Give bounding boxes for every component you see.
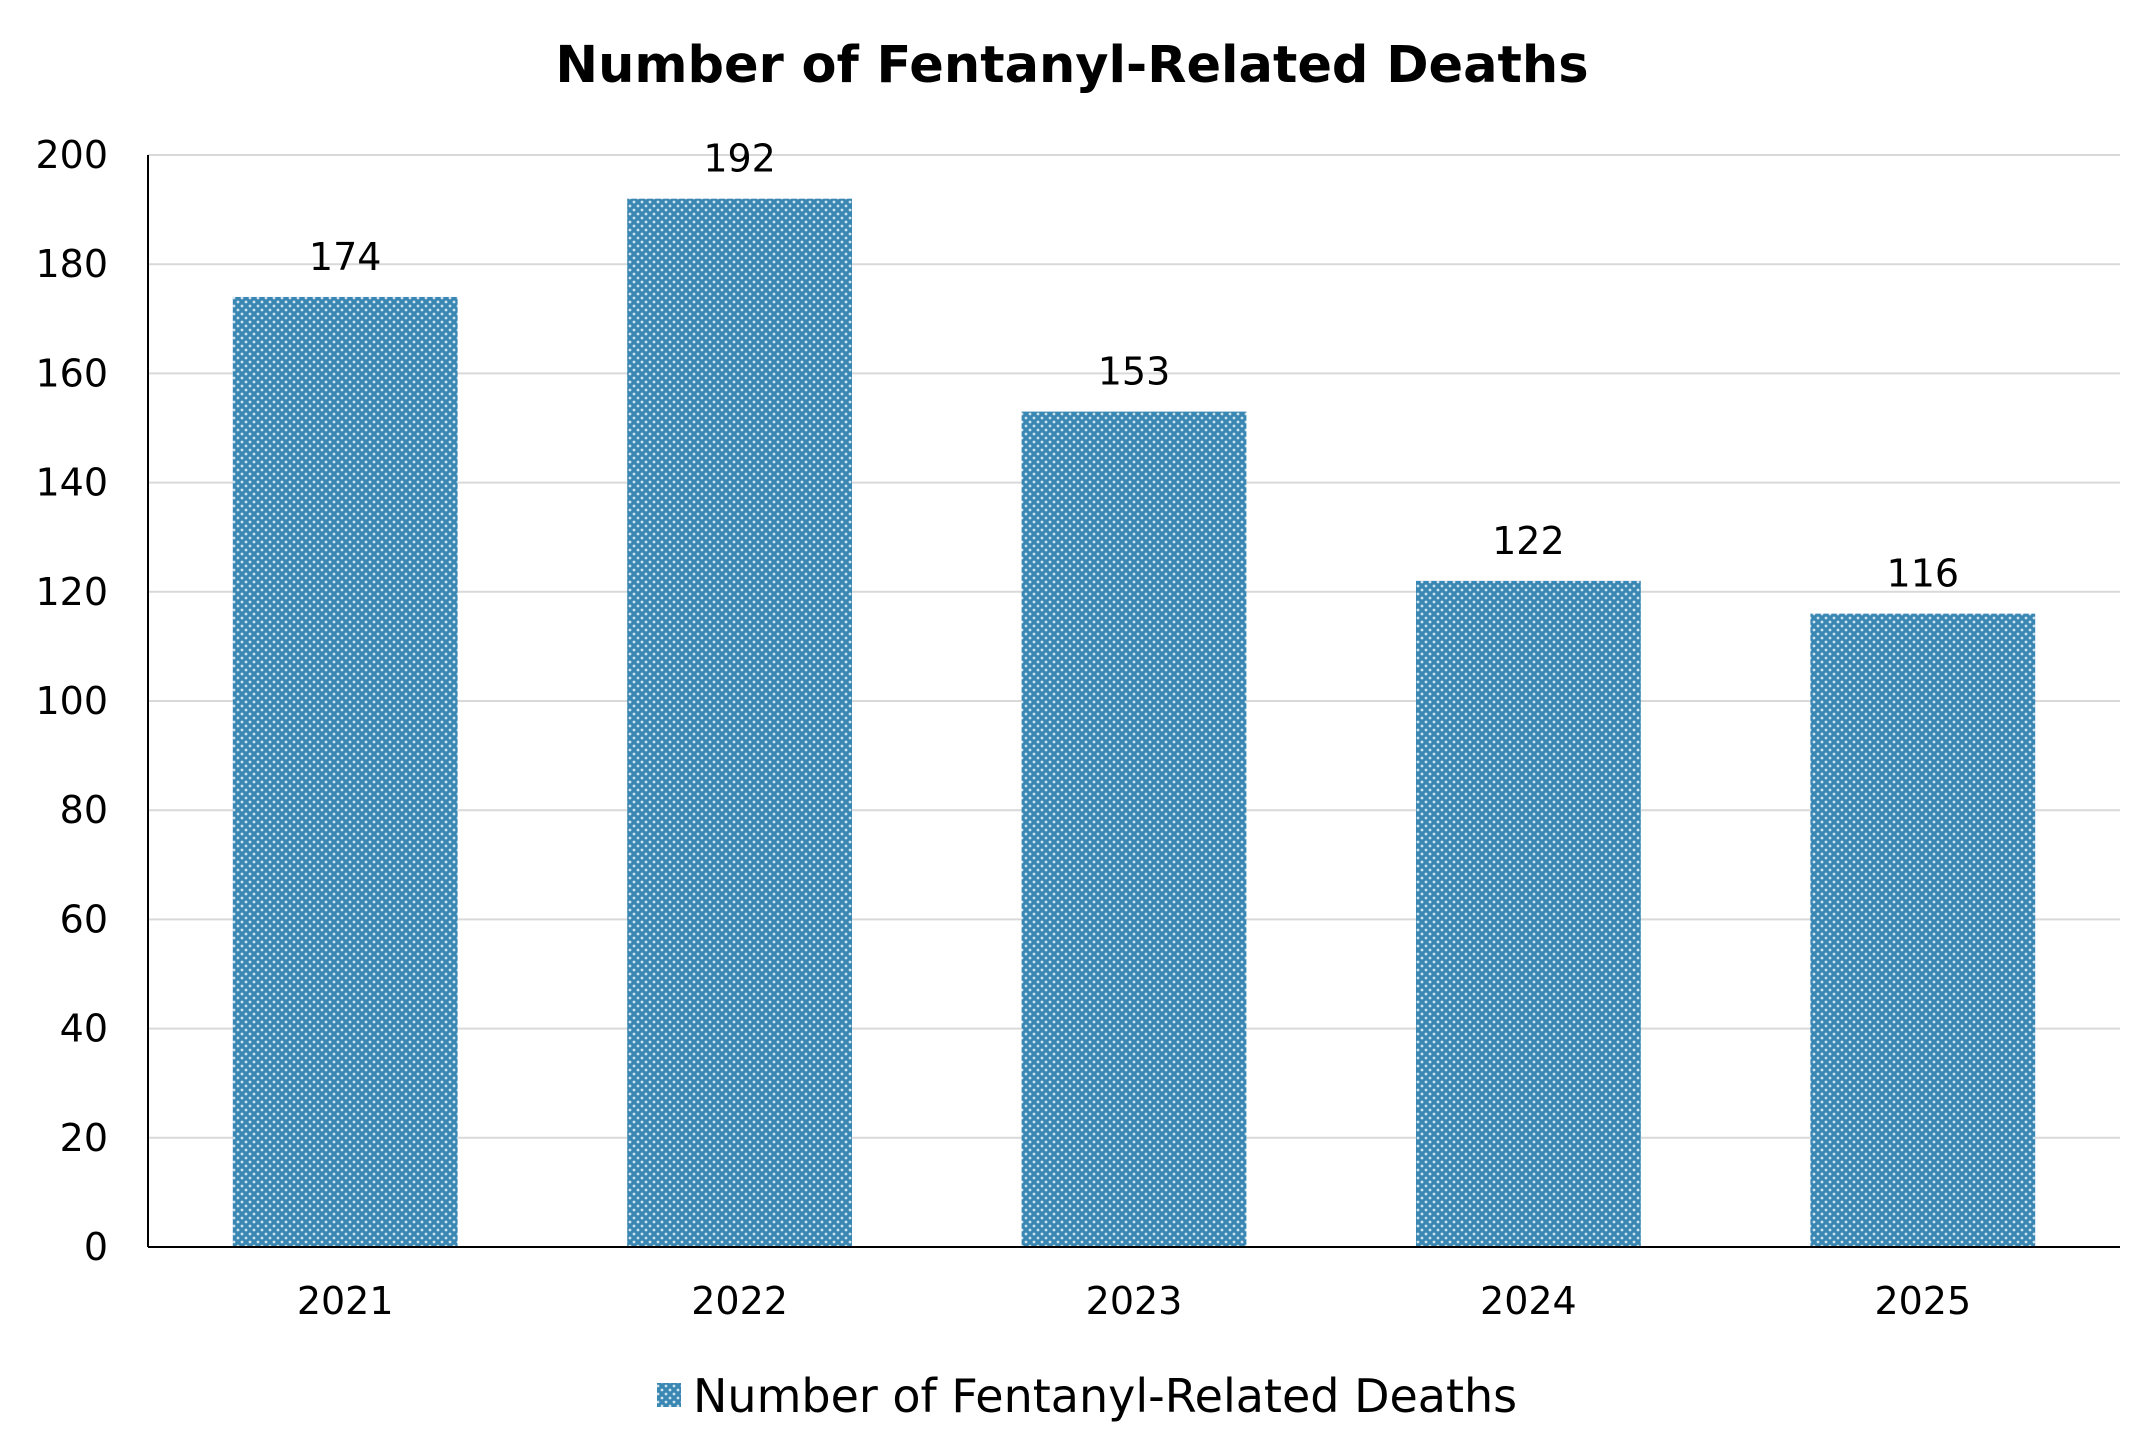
legend-swatch (657, 1383, 681, 1407)
y-tick-label: 100 (35, 679, 108, 723)
bar-2024 (1415, 580, 1641, 1247)
data-label-2025: 116 (1887, 552, 1960, 596)
y-tick-label: 80 (60, 788, 108, 832)
y-tick-label: 140 (35, 461, 108, 505)
y-axis-ticks: 0 20 40 60 80 100 120 140 160 180 200 (35, 133, 108, 1269)
y-tick-label: 180 (35, 242, 108, 286)
x-tick-label-2023: 2023 (1086, 1279, 1183, 1323)
data-label-2024: 122 (1492, 519, 1565, 563)
bar-2023 (1021, 411, 1247, 1247)
legend: Number of Fentanyl-Related Deaths (657, 1369, 1517, 1423)
y-tick-label: 200 (35, 133, 108, 177)
y-tick-label: 0 (84, 1225, 108, 1269)
x-tick-label-2022: 2022 (691, 1279, 788, 1323)
bar-2025 (1810, 613, 2036, 1247)
legend-label: Number of Fentanyl-Related Deaths (693, 1369, 1517, 1423)
y-tick-label: 160 (35, 351, 108, 395)
y-tick-label: 120 (35, 570, 108, 614)
data-label-2022: 192 (703, 137, 776, 181)
data-label-2021: 174 (309, 235, 382, 279)
y-tick-label: 20 (60, 1116, 108, 1160)
x-tick-label-2021: 2021 (297, 1279, 394, 1323)
x-tick-label-2025: 2025 (1874, 1279, 1971, 1323)
data-label-2023: 153 (1098, 350, 1171, 394)
x-axis-ticks: 2021 2022 2023 2024 2025 (297, 1279, 1971, 1323)
y-tick-label: 40 (60, 1007, 108, 1051)
bars (232, 198, 2036, 1248)
chart-title: Number of Fentanyl-Related Deaths (555, 36, 1588, 95)
data-labels: 174 192 153 122 116 (309, 137, 1959, 596)
x-tick-label-2024: 2024 (1480, 1279, 1577, 1323)
bar-2022 (627, 198, 853, 1248)
y-tick-label: 60 (60, 897, 108, 941)
bar-2021 (232, 296, 458, 1248)
